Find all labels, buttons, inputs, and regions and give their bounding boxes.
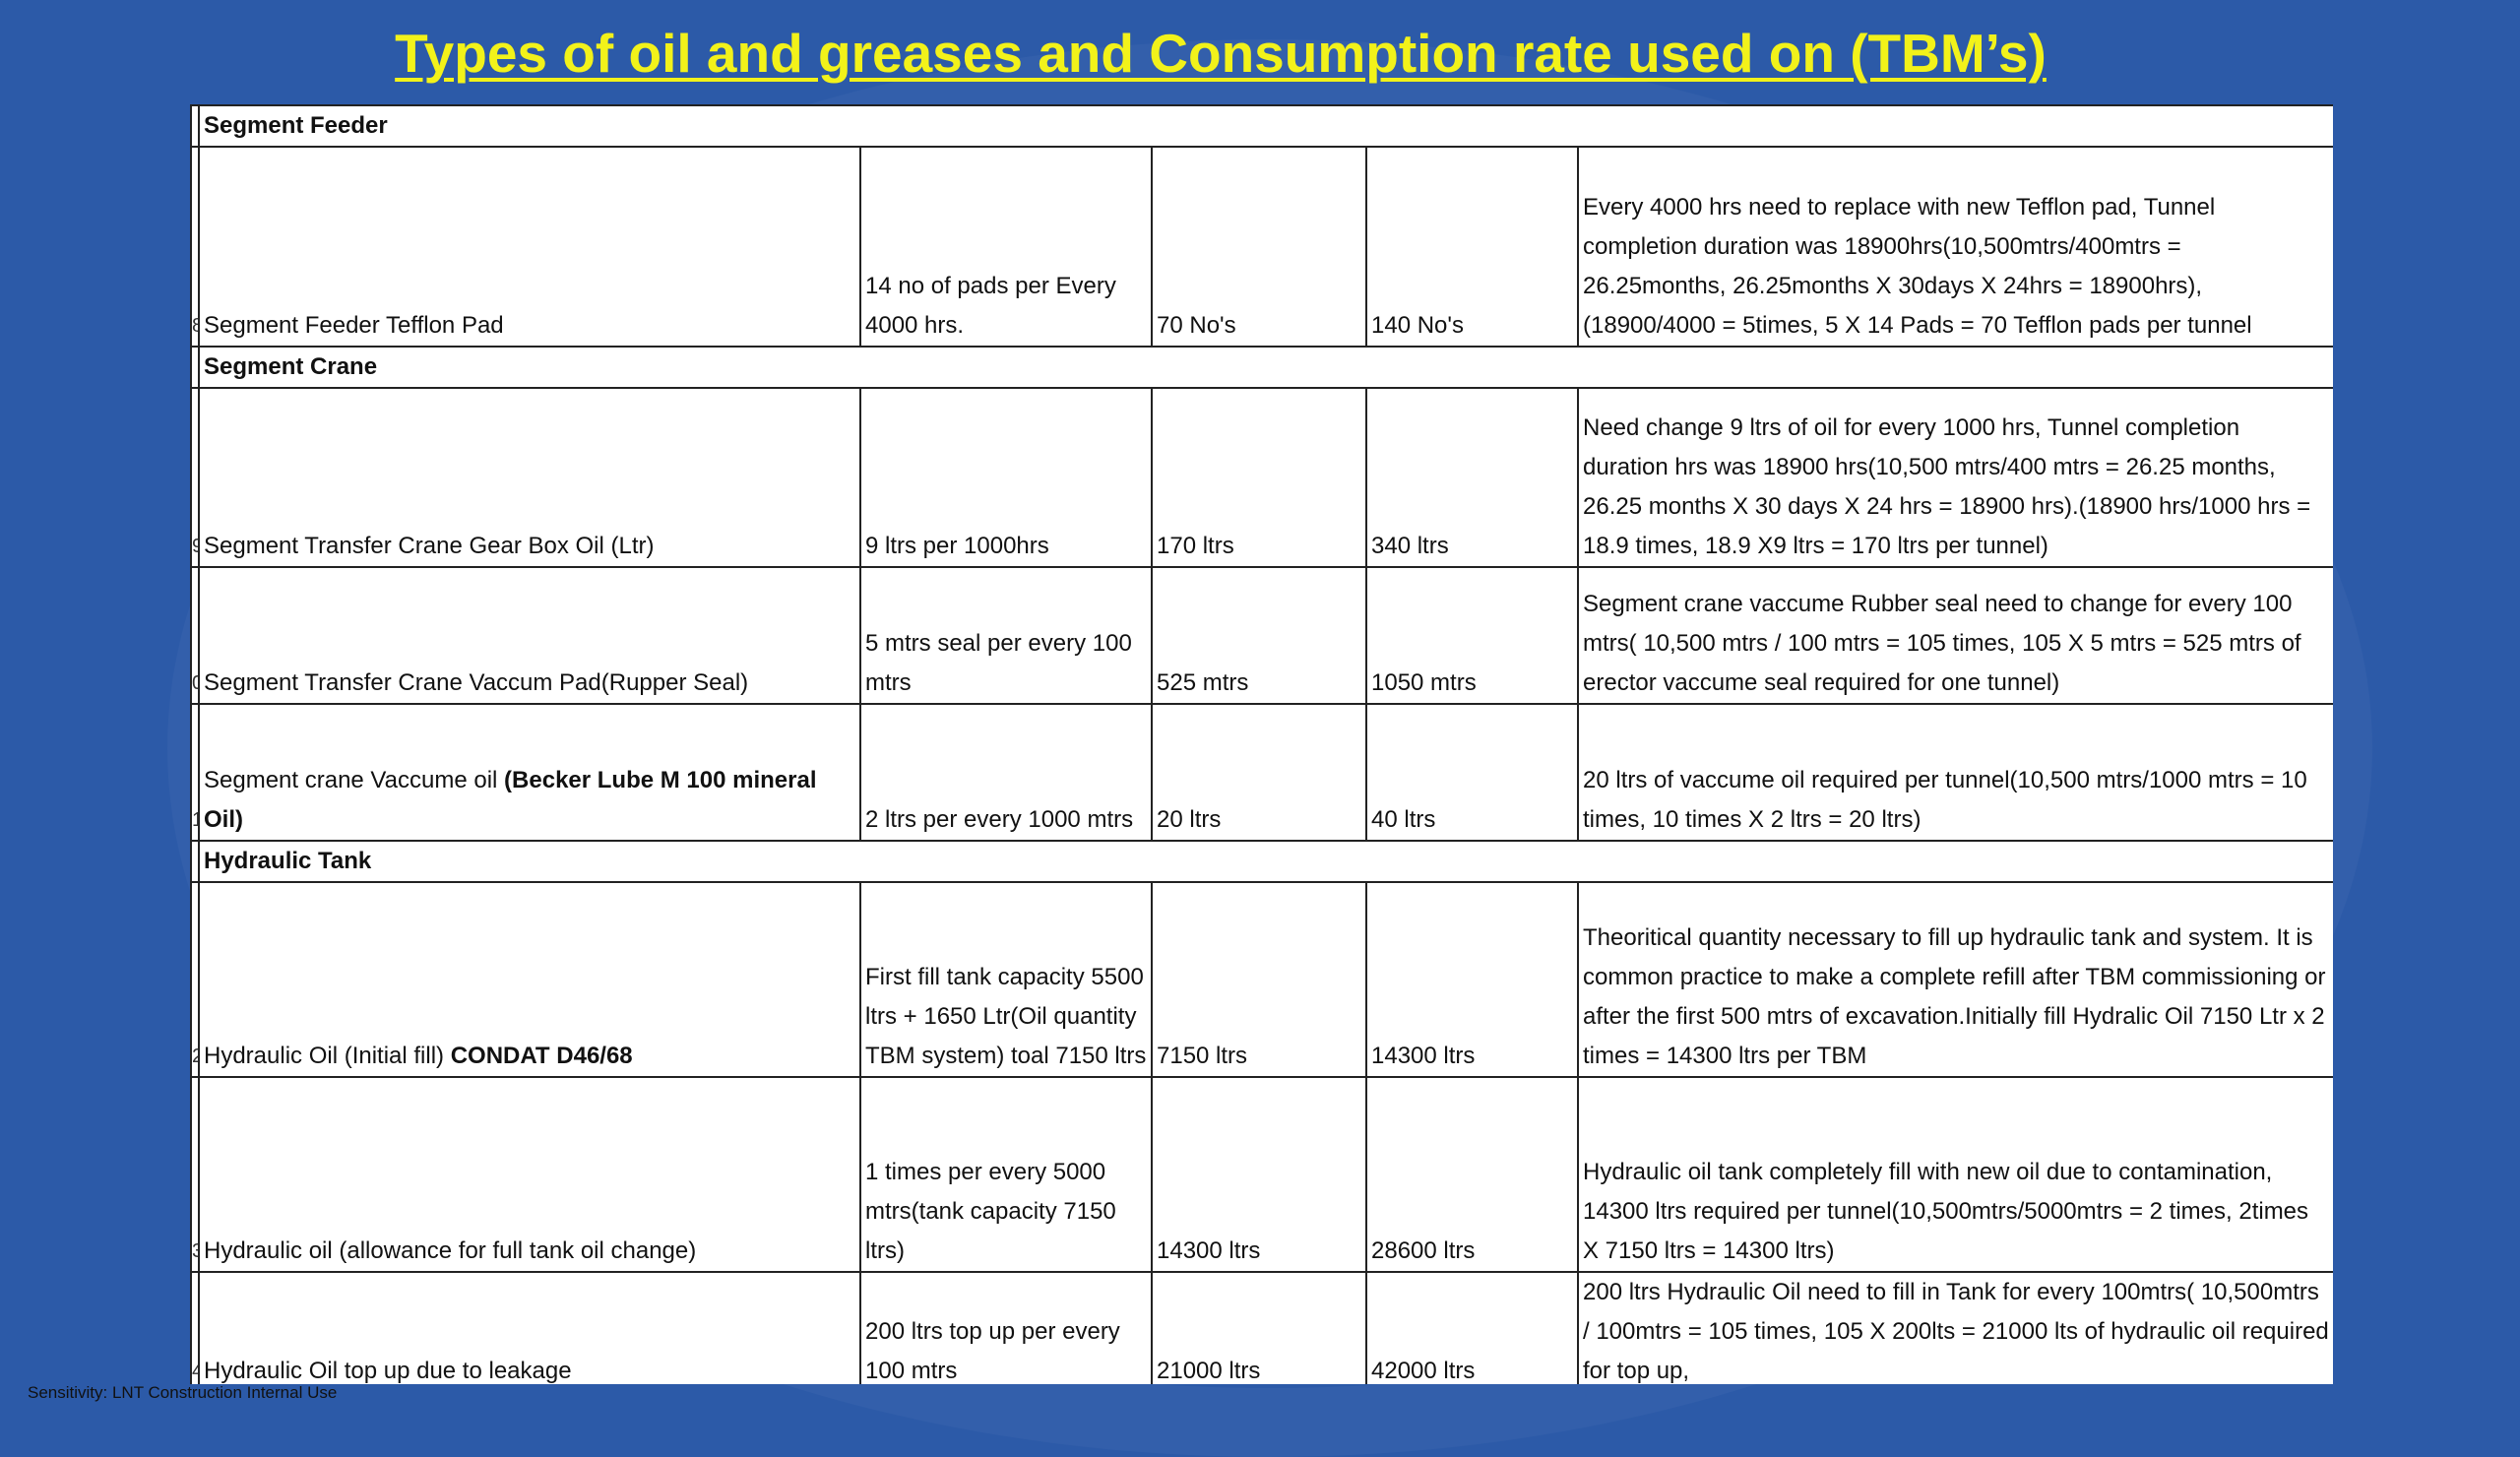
item-cell: Hydraulic oil (allowance for full tank o… — [198, 1076, 861, 1273]
qty-total-cell: 140 No's — [1365, 146, 1579, 348]
qty-per-tunnel-cell: 14300 ltrs — [1151, 1076, 1367, 1273]
remarks-cell: Need change 9 ltrs of oil for every 1000… — [1576, 387, 2333, 568]
row-index: 2 — [190, 881, 200, 1078]
item-cell: Segment Feeder Tefflon Pad — [198, 146, 861, 348]
section-row-segment-feeder: Segment Feeder — [190, 104, 2333, 148]
item-cell: Segment Transfer Crane Gear Box Oil (Ltr… — [198, 387, 861, 568]
qty-per-tunnel-cell: 7150 ltrs — [1151, 881, 1367, 1078]
rate-cell: 9 ltrs per 1000hrs — [859, 387, 1153, 568]
table-row: 8 Segment Feeder Tefflon Pad 14 no of pa… — [190, 146, 2333, 348]
qty-total-cell: 1050 mtrs — [1365, 566, 1579, 705]
table-row: 1 Segment crane Vaccume oil (Becker Lube… — [190, 703, 2333, 842]
remarks-cell: Segment crane vaccume Rubber seal need t… — [1576, 566, 2333, 705]
table-row: 9 Segment Transfer Crane Gear Box Oil (L… — [190, 387, 2333, 568]
remarks-cell: 20 ltrs of vaccume oil required per tunn… — [1576, 703, 2333, 842]
qty-total-cell: 40 ltrs — [1365, 703, 1579, 842]
sensitivity-footer: Sensitivity: LNT Construction Internal U… — [28, 1383, 338, 1402]
item-cell: Hydraulic Oil top up due to leakage — [198, 1271, 861, 1384]
table-row: 3 Hydraulic oil (allowance for full tank… — [190, 1076, 2333, 1273]
qty-per-tunnel-cell: 20 ltrs — [1151, 703, 1367, 842]
qty-per-tunnel-cell: 170 ltrs — [1151, 387, 1367, 568]
section-title: Segment Feeder — [197, 104, 2333, 148]
row-index: 1 — [190, 703, 200, 842]
rate-cell: 1 times per every 5000 mtrs(tank capacit… — [859, 1076, 1153, 1273]
remarks-cell: Every 4000 hrs need to replace with new … — [1576, 146, 2333, 348]
rate-cell: 5 mtrs seal per every 100 mtrs — [859, 566, 1153, 705]
remarks-cell: 200 ltrs Hydraulic Oil need to fill in T… — [1576, 1271, 2333, 1384]
section-title: Hydraulic Tank — [197, 840, 2333, 883]
section-row-hydraulic-tank: Hydraulic Tank — [190, 840, 2333, 883]
section-title: Segment Crane — [197, 346, 2333, 389]
rate-cell: First fill tank capacity 5500 ltrs + 165… — [859, 881, 1153, 1078]
row-index: 8 — [190, 146, 200, 348]
remarks-cell: Theoritical quantity necessary to fill u… — [1576, 881, 2333, 1078]
item-cell: Segment crane Vaccume oil (Becker Lube M… — [198, 703, 861, 842]
qty-per-tunnel-cell: 21000 ltrs — [1151, 1271, 1367, 1384]
qty-total-cell: 14300 ltrs — [1365, 881, 1579, 1078]
row-index: 9 — [190, 387, 200, 568]
consumption-table: Segment Feeder 8 Segment Feeder Tefflon … — [190, 104, 2333, 1384]
qty-per-tunnel-cell: 525 mtrs — [1151, 566, 1367, 705]
qty-total-cell: 42000 ltrs — [1365, 1271, 1579, 1384]
table-row: 4 Hydraulic Oil top up due to leakage 20… — [190, 1271, 2333, 1384]
section-row-segment-crane: Segment Crane — [190, 346, 2333, 389]
qty-total-cell: 340 ltrs — [1365, 387, 1579, 568]
table-row: 0 Segment Transfer Crane Vaccum Pad(Rupp… — [190, 566, 2333, 705]
consumption-table-sheet: Segment Feeder 8 Segment Feeder Tefflon … — [190, 104, 2333, 1384]
remarks-cell: Hydraulic oil tank completely fill with … — [1576, 1076, 2333, 1273]
slide-title: Types of oil and greases and Consumption… — [395, 23, 2047, 84]
rate-cell: 2 ltrs per every 1000 mtrs — [859, 703, 1153, 842]
table-row: 2 Hydraulic Oil (Initial fill) CONDAT D4… — [190, 881, 2333, 1078]
qty-total-cell: 28600 ltrs — [1365, 1076, 1579, 1273]
rate-cell: 14 no of pads per Every 4000 hrs. — [859, 146, 1153, 348]
row-index: 3 — [190, 1076, 200, 1273]
row-index: 0 — [190, 566, 200, 705]
rate-cell: 200 ltrs top up per every 100 mtrs — [859, 1271, 1153, 1384]
qty-per-tunnel-cell: 70 No's — [1151, 146, 1367, 348]
item-cell: Hydraulic Oil (Initial fill) CONDAT D46/… — [198, 881, 861, 1078]
row-index: 4 — [190, 1271, 200, 1384]
item-cell: Segment Transfer Crane Vaccum Pad(Rupper… — [198, 566, 861, 705]
